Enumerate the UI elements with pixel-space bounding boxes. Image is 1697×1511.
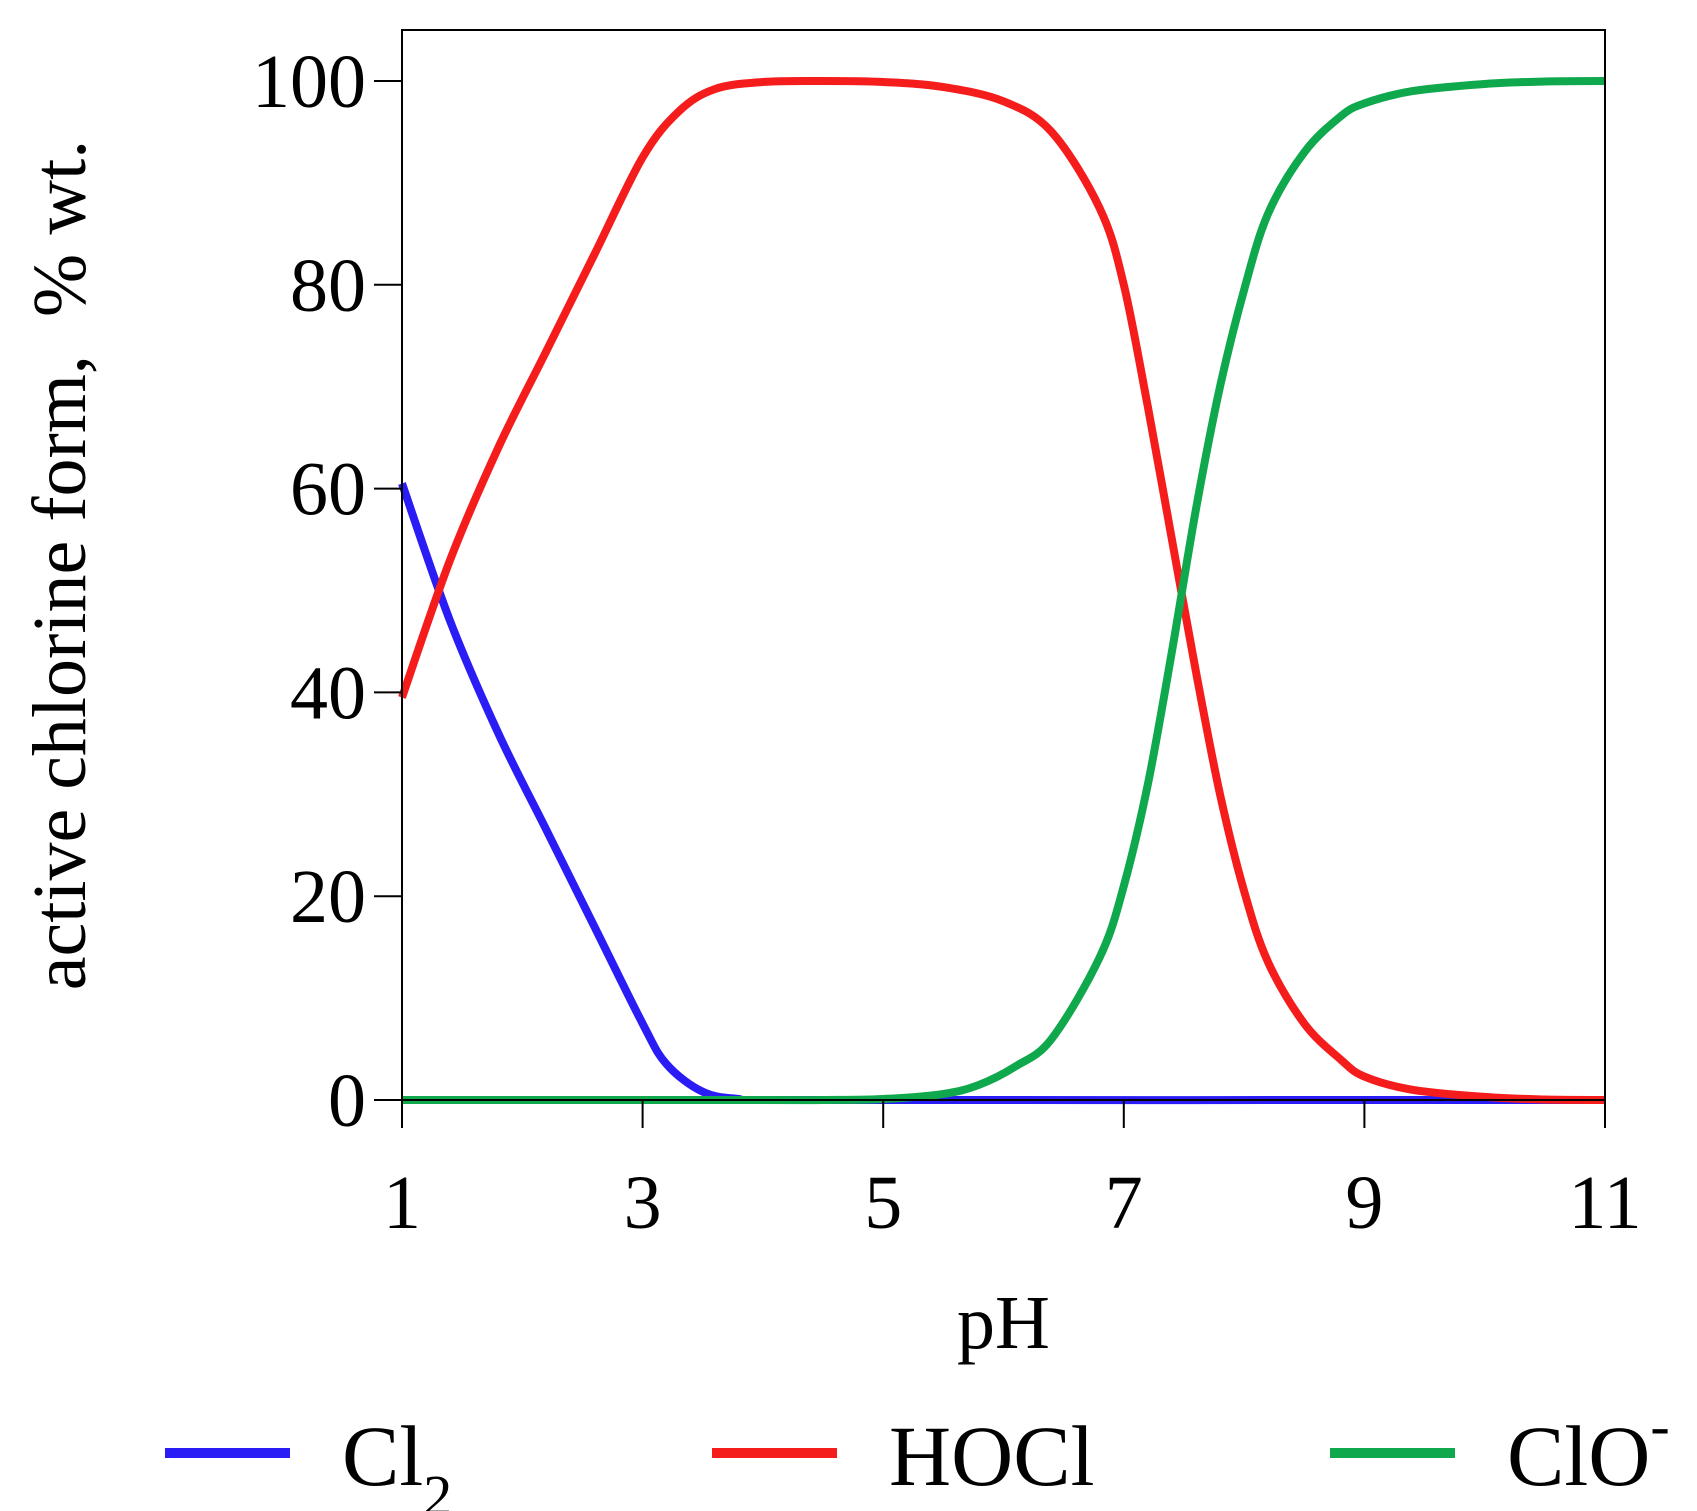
x-tick-label: 1	[383, 1161, 421, 1245]
legend-label-subscript: 2	[423, 1463, 452, 1511]
legend-label: ClO-	[1507, 1393, 1670, 1504]
x-tick-label: 11	[1568, 1161, 1641, 1245]
legend-label: Cl2	[342, 1408, 452, 1511]
y-tick-label: 100	[252, 40, 366, 124]
legend-label-main: Cl	[342, 1408, 423, 1504]
y-tick-label: 80	[290, 244, 366, 328]
x-axis-title: pH	[957, 1281, 1050, 1365]
plot-frame	[401, 29, 1606, 1101]
legend-label: HOCl	[889, 1408, 1094, 1504]
x-tick-label: 9	[1345, 1161, 1383, 1245]
x-tick-label: 3	[624, 1161, 662, 1245]
series-line-hocl	[398, 76, 1606, 1104]
legend-label-main: HOCl	[889, 1408, 1094, 1504]
y-tick-label: 20	[290, 855, 366, 939]
y-tick-label: 40	[290, 651, 366, 735]
y-axis-title: active chlorine form, % wt.	[18, 140, 102, 990]
legend: Cl2 HOCl ClO-	[165, 1393, 1670, 1511]
y-tick-label: 0	[328, 1059, 366, 1143]
legend-label-superscript: -	[1650, 1393, 1669, 1458]
tick-layer: 0 20 40 60 80 100 1 3 5 7 9 11	[252, 40, 1642, 1245]
x-tick-label: 5	[864, 1161, 902, 1245]
x-tick-label: 7	[1105, 1161, 1143, 1245]
y-tick-label: 60	[290, 448, 366, 532]
legend-label-main: ClO	[1507, 1408, 1650, 1504]
